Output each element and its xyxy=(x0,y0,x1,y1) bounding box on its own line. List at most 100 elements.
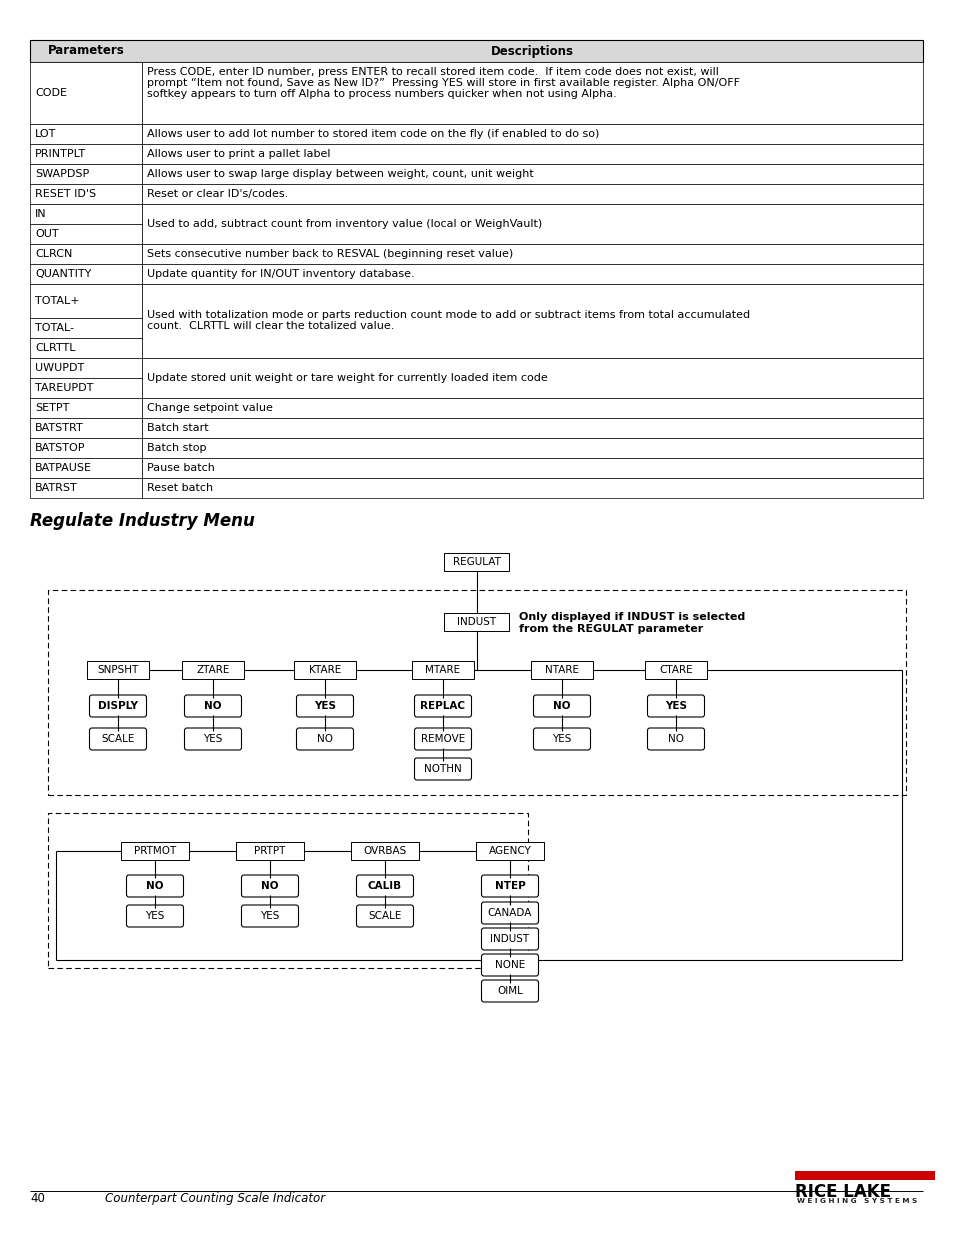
Text: Used with totalization mode or parts reduction count mode to add or subtract ite: Used with totalization mode or parts red… xyxy=(147,310,749,320)
FancyBboxPatch shape xyxy=(533,727,590,750)
Text: YES: YES xyxy=(314,701,335,711)
Bar xyxy=(30,245,142,264)
Bar xyxy=(794,1171,934,1179)
Bar xyxy=(30,124,142,144)
Bar xyxy=(531,661,593,679)
Bar xyxy=(182,661,244,679)
Text: from the REGULAT parameter: from the REGULAT parameter xyxy=(519,624,703,634)
Text: Reset or clear ID's/codes.: Reset or clear ID's/codes. xyxy=(147,189,288,199)
FancyBboxPatch shape xyxy=(533,695,590,718)
Bar xyxy=(30,284,142,317)
Text: CLRTTL: CLRTTL xyxy=(35,343,75,353)
Bar xyxy=(142,358,923,398)
Text: Allows user to print a pallet label: Allows user to print a pallet label xyxy=(147,149,330,159)
Bar xyxy=(142,124,923,144)
Text: Regulate Industry Menu: Regulate Industry Menu xyxy=(30,513,254,530)
Text: LOT: LOT xyxy=(35,128,56,140)
Text: NTARE: NTARE xyxy=(544,664,578,676)
Bar xyxy=(235,842,304,860)
Text: PRTPT: PRTPT xyxy=(254,846,285,856)
Bar xyxy=(30,398,142,417)
Text: UWUPDT: UWUPDT xyxy=(35,363,84,373)
Text: Reset batch: Reset batch xyxy=(147,483,213,493)
Text: NTEP: NTEP xyxy=(494,881,525,890)
Text: Batch start: Batch start xyxy=(147,424,209,433)
Bar xyxy=(30,378,142,398)
Text: SETPT: SETPT xyxy=(35,403,70,412)
FancyBboxPatch shape xyxy=(296,695,354,718)
Bar xyxy=(30,417,142,438)
FancyBboxPatch shape xyxy=(241,876,298,897)
Bar xyxy=(30,264,142,284)
Text: Used to add, subtract count from inventory value (local or WeighVault): Used to add, subtract count from invento… xyxy=(147,219,541,228)
Bar xyxy=(30,144,142,164)
FancyBboxPatch shape xyxy=(414,695,471,718)
Bar xyxy=(30,338,142,358)
Text: Batch stop: Batch stop xyxy=(147,443,206,453)
Bar xyxy=(644,661,706,679)
Text: ZTARE: ZTARE xyxy=(196,664,230,676)
Bar xyxy=(444,613,509,631)
Text: 40: 40 xyxy=(30,1192,45,1205)
Bar xyxy=(30,478,142,498)
Text: NO: NO xyxy=(667,734,683,743)
Text: YES: YES xyxy=(664,701,686,711)
Bar xyxy=(476,842,543,860)
Text: NO: NO xyxy=(204,701,221,711)
Bar xyxy=(412,661,474,679)
Text: TOTAL-: TOTAL- xyxy=(35,324,74,333)
Text: prompt “Item not found, Save as New ID?”  Pressing YES will store in first avail: prompt “Item not found, Save as New ID?”… xyxy=(147,78,740,88)
Text: Allows user to add lot number to stored item code on the fly (if enabled to do s: Allows user to add lot number to stored … xyxy=(147,128,598,140)
Bar xyxy=(30,358,142,378)
Bar xyxy=(142,164,923,184)
Text: Counterpart Counting Scale Indicator: Counterpart Counting Scale Indicator xyxy=(105,1192,325,1205)
Bar xyxy=(30,438,142,458)
FancyBboxPatch shape xyxy=(184,727,241,750)
FancyBboxPatch shape xyxy=(647,727,703,750)
Bar xyxy=(142,284,923,358)
FancyBboxPatch shape xyxy=(414,727,471,750)
Bar xyxy=(30,224,142,245)
FancyBboxPatch shape xyxy=(356,876,413,897)
Bar xyxy=(142,417,923,438)
Bar xyxy=(87,661,149,679)
FancyBboxPatch shape xyxy=(481,876,537,897)
Bar xyxy=(142,62,923,124)
Text: SWAPDSP: SWAPDSP xyxy=(35,169,90,179)
Text: CALIB: CALIB xyxy=(368,881,401,890)
Text: Update stored unit weight or tare weight for currently loaded item code: Update stored unit weight or tare weight… xyxy=(147,373,547,383)
FancyBboxPatch shape xyxy=(241,905,298,927)
FancyBboxPatch shape xyxy=(481,902,537,924)
Text: Descriptions: Descriptions xyxy=(491,44,574,58)
Bar xyxy=(142,264,923,284)
Text: Update quantity for IN/OUT inventory database.: Update quantity for IN/OUT inventory dat… xyxy=(147,269,415,279)
Bar xyxy=(48,590,905,795)
Bar xyxy=(30,458,142,478)
Text: BATSTRT: BATSTRT xyxy=(35,424,84,433)
FancyBboxPatch shape xyxy=(90,727,147,750)
Text: INDUST: INDUST xyxy=(490,934,529,944)
Text: DISPLY: DISPLY xyxy=(98,701,138,711)
Text: REPLAC: REPLAC xyxy=(420,701,465,711)
Bar xyxy=(444,553,509,571)
Text: Pause batch: Pause batch xyxy=(147,463,214,473)
Bar xyxy=(142,245,923,264)
FancyBboxPatch shape xyxy=(296,727,354,750)
Text: REGULAT: REGULAT xyxy=(453,557,500,567)
Text: INDUST: INDUST xyxy=(456,618,497,627)
Bar xyxy=(121,842,189,860)
Text: BATPAUSE: BATPAUSE xyxy=(35,463,91,473)
Text: NO: NO xyxy=(553,701,570,711)
Bar xyxy=(142,478,923,498)
Bar xyxy=(351,842,418,860)
Bar xyxy=(142,144,923,164)
Text: BATSTOP: BATSTOP xyxy=(35,443,86,453)
Text: TOTAL+: TOTAL+ xyxy=(35,296,79,306)
Text: KTARE: KTARE xyxy=(309,664,341,676)
Text: SCALE: SCALE xyxy=(101,734,134,743)
FancyBboxPatch shape xyxy=(481,927,537,950)
Text: SCALE: SCALE xyxy=(368,911,401,921)
Text: SNPSHT: SNPSHT xyxy=(97,664,138,676)
Bar xyxy=(30,164,142,184)
Text: RESET ID'S: RESET ID'S xyxy=(35,189,96,199)
